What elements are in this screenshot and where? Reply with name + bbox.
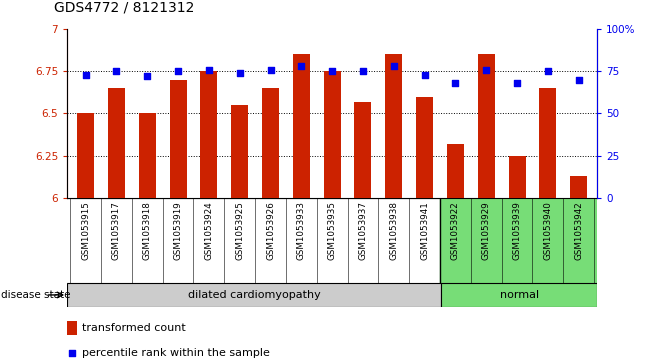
Point	[142, 73, 152, 79]
Text: GSM1053926: GSM1053926	[266, 201, 275, 260]
Bar	[447, 144, 464, 198]
Text: GSM1053915: GSM1053915	[81, 201, 90, 260]
Point	[389, 63, 399, 69]
Point	[573, 77, 584, 82]
Text: GSM1053929: GSM1053929	[482, 201, 491, 260]
Text: GSM1053924: GSM1053924	[205, 201, 213, 260]
Text: GSM1053922: GSM1053922	[451, 201, 460, 260]
Point	[481, 67, 492, 73]
Point	[81, 72, 91, 78]
Point	[66, 350, 77, 355]
Text: transformed count: transformed count	[83, 323, 186, 333]
Point	[203, 67, 214, 73]
Text: GSM1053933: GSM1053933	[297, 201, 306, 260]
Bar	[231, 105, 248, 198]
Text: dilated cardiomyopathy: dilated cardiomyopathy	[188, 290, 321, 300]
Point	[234, 70, 245, 76]
Bar	[478, 54, 495, 198]
Bar	[442, 283, 597, 307]
Text: GSM1053935: GSM1053935	[327, 201, 337, 260]
Bar	[139, 113, 156, 198]
Bar	[539, 88, 556, 198]
Bar	[170, 79, 187, 198]
Point	[419, 72, 430, 78]
Bar	[201, 71, 217, 198]
Bar	[509, 156, 525, 198]
Text: GDS4772 / 8121312: GDS4772 / 8121312	[54, 0, 194, 15]
Text: GSM1053918: GSM1053918	[143, 201, 152, 260]
Point	[543, 68, 554, 74]
Point	[358, 68, 368, 74]
Text: GSM1053917: GSM1053917	[112, 201, 121, 260]
Text: normal: normal	[500, 290, 539, 300]
Point	[512, 80, 523, 86]
Bar	[262, 88, 279, 198]
Bar	[354, 102, 372, 198]
Point	[111, 68, 121, 74]
Bar	[385, 54, 402, 198]
Text: GSM1053925: GSM1053925	[236, 201, 244, 260]
Text: GSM1053939: GSM1053939	[513, 201, 521, 260]
Text: GSM1053941: GSM1053941	[420, 201, 429, 260]
Bar	[293, 54, 310, 198]
Text: GSM1053942: GSM1053942	[574, 201, 583, 260]
Bar	[67, 321, 77, 335]
Point	[327, 68, 338, 74]
Text: GSM1053940: GSM1053940	[544, 201, 552, 260]
Bar	[440, 198, 597, 283]
Point	[296, 63, 307, 69]
Bar	[570, 176, 587, 198]
Bar	[416, 97, 433, 198]
Bar	[323, 71, 341, 198]
Text: percentile rank within the sample: percentile rank within the sample	[83, 348, 270, 358]
Text: GSM1053919: GSM1053919	[174, 201, 183, 260]
Point	[450, 80, 461, 86]
Bar	[67, 283, 442, 307]
Text: disease state: disease state	[1, 290, 70, 300]
Text: GSM1053938: GSM1053938	[389, 201, 399, 260]
Bar	[77, 113, 94, 198]
Text: GSM1053937: GSM1053937	[358, 201, 368, 260]
Bar	[108, 88, 125, 198]
Point	[172, 68, 183, 74]
Point	[265, 67, 276, 73]
